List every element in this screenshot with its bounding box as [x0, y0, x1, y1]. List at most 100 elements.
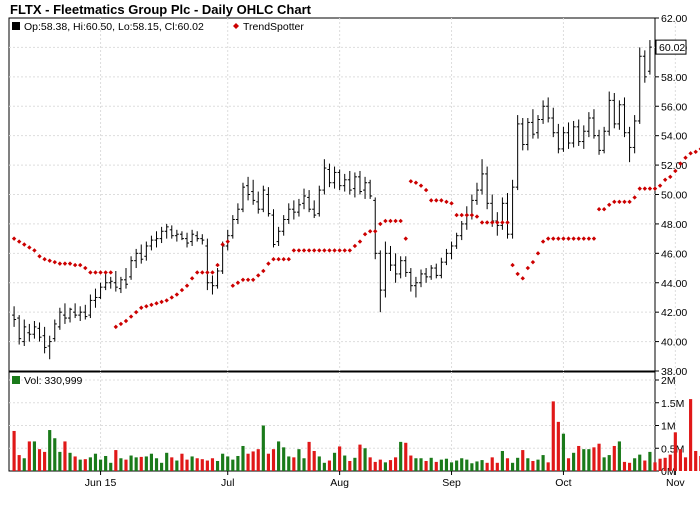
volume-bar	[551, 401, 555, 471]
trendspotter-point	[67, 261, 73, 266]
volume-bar	[460, 458, 464, 471]
volume-bar	[129, 455, 133, 471]
trendspotter-point	[342, 248, 347, 253]
trendspotter-point	[57, 261, 63, 266]
volume-bar	[424, 460, 428, 471]
volume-bar	[572, 452, 576, 471]
trendspotter-point	[373, 229, 378, 234]
volume-bar	[643, 460, 647, 471]
trendspotter-point	[647, 186, 653, 191]
trendspotter-point	[398, 218, 403, 224]
price-y-tick-label: 38.00	[661, 366, 687, 378]
trendspotter-point	[642, 186, 648, 191]
volume-bar	[378, 459, 382, 471]
volume-bar	[694, 450, 698, 471]
volume-bar	[363, 448, 367, 471]
trendspotter-legend-label: TrendSpotter	[243, 21, 304, 33]
trendspotter-point	[581, 236, 586, 241]
volume-bar	[114, 450, 118, 471]
volume-bar	[475, 461, 479, 471]
trendspotter-point	[164, 298, 169, 303]
trendspotter-point	[139, 305, 144, 310]
volume-bar	[231, 459, 235, 471]
trendspotter-point	[83, 265, 88, 271]
trendspotter-point	[306, 248, 312, 253]
trendspotter-point	[367, 229, 373, 234]
volume-bar	[541, 455, 545, 471]
trendspotter-point	[154, 301, 159, 306]
trendspotter-point	[301, 248, 307, 253]
trendspotter-point	[637, 186, 642, 191]
volume-bar	[282, 447, 286, 471]
volume-bar	[470, 463, 474, 471]
volume-bar	[663, 457, 667, 471]
trendspotter-point	[530, 259, 536, 265]
volume-bar	[353, 457, 357, 471]
trendspotter-point	[266, 261, 271, 266]
trendspotter-legend-marker	[233, 23, 239, 29]
trendspotter-point	[591, 236, 597, 241]
trendspotter-point	[93, 270, 98, 275]
x-tick-label: Jun 15	[85, 477, 117, 489]
volume-bar	[658, 458, 662, 471]
volume-bar	[226, 456, 230, 471]
price-y-tick-label: 50.00	[661, 190, 687, 202]
volume-bar	[607, 455, 611, 471]
volume-bar	[673, 432, 677, 471]
trendspotter-point	[673, 168, 678, 174]
price-y-tick-label: 44.00	[661, 278, 687, 290]
volume-bar	[251, 451, 255, 471]
volume-bar	[277, 441, 281, 471]
volume-bar	[307, 441, 311, 471]
volume-bar	[577, 445, 581, 471]
trendspotter-point	[434, 198, 439, 203]
trendspotter-point	[601, 207, 607, 212]
volume-bar	[495, 462, 499, 471]
trendspotter-point	[108, 270, 113, 275]
trendspotter-point	[347, 248, 353, 253]
volume-bar	[505, 458, 510, 471]
volume-bar	[236, 455, 240, 471]
trendspotter-point	[540, 239, 546, 244]
volume-bar	[144, 456, 148, 471]
trendspotter-point	[22, 242, 27, 247]
volume-bar	[546, 462, 550, 471]
trendspotter-point	[215, 262, 220, 268]
x-tick-label: Aug	[330, 477, 349, 489]
volume-bar	[170, 457, 174, 471]
last-price-badge	[655, 39, 687, 55]
volume-bar	[312, 450, 316, 471]
volume-bar	[683, 457, 688, 471]
trendspotter-point	[357, 239, 363, 244]
volume-bar	[124, 459, 128, 471]
volume-bar	[612, 445, 616, 471]
trendspotter-point	[479, 220, 485, 225]
trendspotter-point	[561, 236, 566, 241]
trendspotter-point	[403, 236, 408, 241]
ohlc-legend-swatch	[12, 22, 20, 30]
trendspotter-point	[500, 220, 505, 225]
volume-bar	[139, 456, 143, 471]
trendspotter-point	[27, 245, 32, 250]
trendspotter-point	[123, 318, 129, 324]
trendspotter-point	[144, 304, 149, 309]
volume-bar	[256, 449, 260, 471]
trendspotter-point	[195, 270, 200, 275]
volume-bar	[338, 446, 342, 471]
trendspotter-point	[62, 261, 68, 266]
trendspotter-point	[515, 271, 520, 277]
volume-bar	[444, 458, 449, 471]
trendspotter-point	[525, 265, 531, 271]
volume-bar	[175, 460, 179, 471]
volume-bar	[480, 460, 484, 471]
volume-bar	[358, 444, 362, 471]
volume-bar	[536, 459, 540, 471]
volume-bar	[88, 457, 92, 471]
volume-bar	[48, 430, 52, 471]
volume-bar	[215, 460, 220, 471]
volume-bar	[439, 459, 443, 471]
volume-bar	[210, 458, 215, 471]
trendspotter-point	[327, 248, 332, 253]
volume-bar	[160, 462, 164, 471]
price-y-tick-label: 42.00	[661, 307, 687, 319]
